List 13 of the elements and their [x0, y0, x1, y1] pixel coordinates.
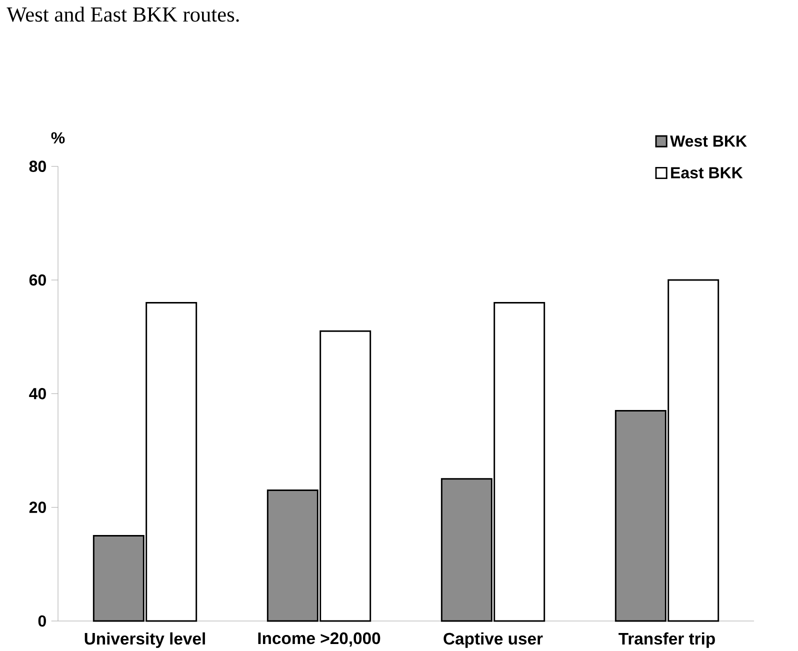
y-tick-label: 20: [29, 502, 46, 513]
legend-label: West BKK: [670, 136, 747, 147]
y-tick-label: 80: [29, 160, 46, 172]
x-tick-label: Transfer trip: [618, 632, 715, 648]
x-tick-label: University level: [84, 632, 205, 648]
y-axis-title: %: [51, 132, 65, 144]
legend-label: East BKK: [671, 167, 743, 178]
y-tick-label: 40: [29, 388, 46, 400]
y-tick-label: 0: [38, 615, 46, 627]
text: West and East BKK routes.: [6, 6, 239, 22]
y-tick-label: 60: [29, 274, 46, 286]
x-tick-label: Captive user: [444, 632, 543, 648]
x-tick-label: Income >20,000: [258, 632, 380, 647]
